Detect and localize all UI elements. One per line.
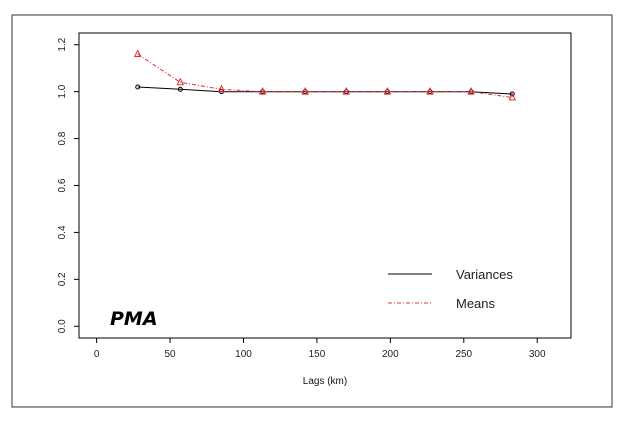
x-axis-title: Lags (km) <box>303 376 347 387</box>
plot-annotation: PMA <box>110 308 158 330</box>
y-tick-label: 0.8 <box>57 131 68 145</box>
y-tick-label: 1.0 <box>57 84 68 98</box>
data-point <box>467 86 475 95</box>
y-tick-label: 0.2 <box>57 272 68 286</box>
y-tick-label: 1.2 <box>57 37 68 51</box>
data-point <box>133 49 142 57</box>
y-axis: 0.0 0.2 0.4 0.6 0.8 1.0 1.2 <box>57 37 79 333</box>
x-axis: 0 50 100 150 200 250 300 <box>94 338 546 360</box>
series-line-2 <box>137 53 513 98</box>
x-tick-label: 0 <box>94 349 100 360</box>
data-point <box>342 86 351 95</box>
x-tick-label: 50 <box>164 349 176 360</box>
data-point <box>258 86 267 95</box>
x-tick-label: 250 <box>455 349 472 360</box>
data-point <box>508 92 517 101</box>
data-point <box>177 86 183 92</box>
outer-frame <box>11 14 613 408</box>
data-point <box>383 86 392 95</box>
x-tick-label: 300 <box>529 349 546 360</box>
legend-label-1: Variances <box>456 267 513 282</box>
data-point <box>135 84 141 90</box>
data-point <box>426 86 434 95</box>
y-tick-label: 0.4 <box>57 225 68 239</box>
x-tick-label: 150 <box>309 349 326 360</box>
y-tick-label: 0.0 <box>57 319 68 333</box>
x-tick-label: 100 <box>235 349 252 360</box>
series-layer <box>133 49 517 101</box>
legend: Variances Means <box>388 267 513 311</box>
legend-label-2: Means <box>456 296 496 311</box>
x-tick-label: 200 <box>382 349 399 360</box>
data-point <box>217 84 226 93</box>
data-point <box>509 91 515 97</box>
data-point <box>301 86 310 95</box>
data-point <box>176 77 185 86</box>
y-tick-label: 0.6 <box>57 178 68 192</box>
